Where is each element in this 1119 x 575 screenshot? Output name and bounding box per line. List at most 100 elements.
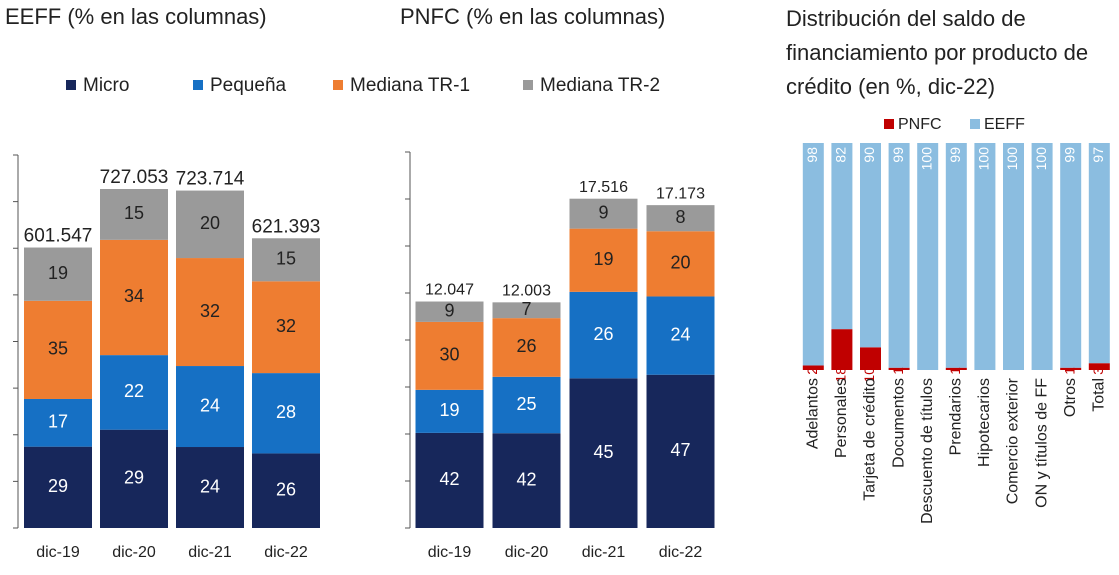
bar-value-label: 35 [48, 339, 68, 359]
bar-value-label: 82 [833, 147, 849, 163]
bar-segment [24, 300, 92, 399]
bar-value-label: 1 [890, 367, 906, 375]
bar-value-label: 20 [200, 213, 220, 233]
bar-segment [831, 143, 853, 330]
bar-value-label: 2 [804, 367, 820, 375]
bar-segment [860, 143, 881, 348]
bar-segment [1031, 143, 1053, 370]
bar-value-label: 99 [890, 147, 906, 163]
x-tick-label: dic-19 [36, 544, 80, 561]
bar-segment [1060, 143, 1082, 368]
bar-segment [492, 318, 561, 377]
legend-label: Micro [83, 75, 129, 96]
bar-value-label: 42 [439, 469, 459, 489]
legend-swatch [193, 80, 203, 90]
bar-value-label: 1 [947, 367, 963, 375]
bar-value-label: 32 [276, 316, 296, 336]
bar-segment [415, 389, 484, 433]
bar-value-label: 26 [516, 336, 536, 356]
bar-value-label: 26 [593, 324, 613, 344]
bar-segment [176, 190, 244, 259]
x-tick-label: Prendarios [948, 378, 965, 455]
bar-value-label: 32 [200, 301, 220, 321]
x-tick-label: Descuento de títulos [919, 378, 936, 524]
bar-segment [176, 447, 244, 528]
bar-value-label: 15 [124, 203, 144, 223]
bar-segment [492, 302, 561, 319]
x-tick-label: dic-19 [428, 544, 472, 561]
bar-value-label: 10 [861, 367, 877, 383]
bar-segment [24, 446, 92, 528]
bar-segment [252, 453, 320, 528]
bar-total-label: 621.393 [252, 216, 321, 237]
bar-value-label: 24 [200, 476, 220, 496]
bar-value-label: 7 [521, 299, 531, 319]
bar-value-label: 9 [598, 202, 608, 222]
bar-segment [917, 143, 939, 370]
bar-value-label: 100 [976, 147, 992, 171]
bar-segment [888, 143, 910, 368]
bar-value-label: 100 [1033, 147, 1049, 171]
bar-value-label: 34 [124, 286, 144, 306]
x-tick-label: ON y títulos de FF [1033, 378, 1050, 508]
x-tick-label: dic-22 [659, 544, 703, 561]
bar-value-label: 19 [593, 249, 613, 269]
legend-swatch [884, 119, 894, 129]
x-tick-label: Tarjeta de crédito [862, 378, 879, 501]
bar-segment [1003, 143, 1024, 370]
bar-segment [646, 231, 715, 297]
bar-value-label: 8 [675, 207, 685, 227]
bar-value-label: 9 [444, 300, 454, 320]
bar-value-label: 15 [276, 249, 296, 269]
bar-total-label: 727.053 [100, 167, 169, 188]
legend-swatch [523, 80, 533, 90]
x-tick-label: Adelantos [805, 378, 822, 449]
bar-segment [1060, 367, 1082, 370]
chart-title: EEFF (% en las columnas) [5, 4, 267, 29]
bar-value-label: 99 [1061, 147, 1077, 163]
bar-segment [1088, 143, 1110, 364]
bar-segment [802, 143, 824, 366]
bar-segment [252, 238, 320, 282]
bar-total-label: 12.047 [425, 282, 474, 299]
bar-value-label: 26 [276, 479, 296, 499]
bar-segment [176, 366, 244, 448]
x-tick-label: dic-20 [112, 544, 156, 561]
x-tick-label: Comercio exterior [1005, 377, 1022, 504]
x-tick-label: dic-21 [582, 544, 626, 561]
x-tick-label: Personales [833, 378, 850, 458]
x-tick-label: Total [1091, 378, 1108, 412]
x-tick-label: dic-21 [188, 544, 232, 561]
bar-segment [252, 281, 320, 374]
bar-value-label: 22 [124, 381, 144, 401]
bar-segment [569, 291, 638, 379]
chart-title: PNFC (% en las columnas) [400, 4, 665, 29]
bar-value-label: 1 [1061, 367, 1077, 375]
chart-title: Distribución del saldo de financiamiento… [786, 6, 1089, 99]
legend-label: Mediana TR-1 [350, 75, 470, 96]
bar-segment [415, 432, 484, 528]
bar-value-label: 98 [804, 147, 820, 163]
legend-label: Pequeña [210, 75, 287, 96]
bar-value-label: 97 [1090, 147, 1106, 163]
bar-value-label: 25 [516, 394, 536, 414]
bar-segment [646, 374, 715, 528]
bar-value-label: 100 [1004, 147, 1020, 171]
bar-value-label: 47 [670, 440, 690, 460]
bar-value-label: 3 [1090, 367, 1106, 375]
bar-segment [100, 189, 168, 240]
bar-value-label: 29 [124, 468, 144, 488]
bar-value-label: 42 [516, 469, 536, 489]
bar-value-label: 24 [670, 324, 690, 344]
bar-segment [100, 355, 168, 430]
bar-segment [100, 429, 168, 528]
bar-value-label: 28 [276, 402, 296, 422]
bar-total-label: 17.173 [656, 185, 705, 202]
bar-segment [100, 239, 168, 356]
bar-segment [492, 433, 561, 528]
legend-swatch [970, 119, 980, 129]
bar-segment [252, 373, 320, 454]
bar-value-label: 24 [200, 395, 220, 415]
